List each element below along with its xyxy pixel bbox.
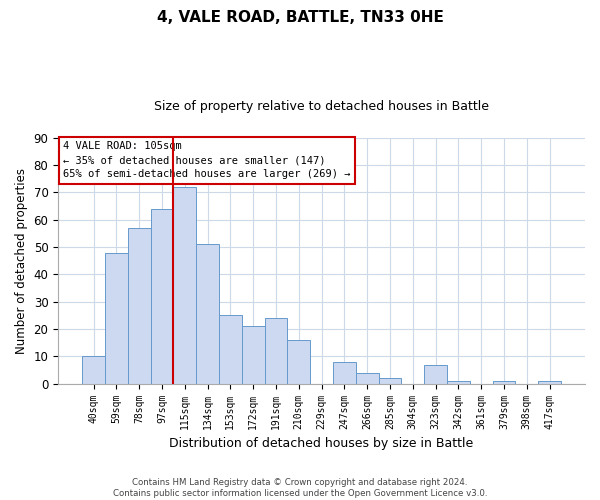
Bar (447, 381, 470, 384)
X-axis label: Distribution of detached houses by size in Battle: Distribution of detached houses by size … (169, 437, 474, 450)
Text: 4 VALE ROAD: 105sqm
← 35% of detached houses are smaller (147)
65% of semi-detac: 4 VALE ROAD: 105sqm ← 35% of detached ho… (64, 142, 351, 180)
Bar (128, 228, 151, 384)
Bar (173, 187, 196, 384)
Bar (287, 340, 310, 384)
Bar (151, 209, 173, 384)
Bar (493, 381, 515, 384)
Bar (356, 373, 379, 384)
Text: 4, VALE ROAD, BATTLE, TN33 0HE: 4, VALE ROAD, BATTLE, TN33 0HE (157, 10, 443, 25)
Bar (538, 381, 561, 384)
Bar (242, 326, 265, 384)
Title: Size of property relative to detached houses in Battle: Size of property relative to detached ho… (154, 100, 489, 113)
Bar (219, 316, 242, 384)
Bar (82, 356, 105, 384)
Bar (196, 244, 219, 384)
Y-axis label: Number of detached properties: Number of detached properties (15, 168, 28, 354)
Bar (105, 252, 128, 384)
Text: Contains HM Land Registry data © Crown copyright and database right 2024.
Contai: Contains HM Land Registry data © Crown c… (113, 478, 487, 498)
Bar (265, 318, 287, 384)
Bar (333, 362, 356, 384)
Bar (424, 364, 447, 384)
Bar (379, 378, 401, 384)
